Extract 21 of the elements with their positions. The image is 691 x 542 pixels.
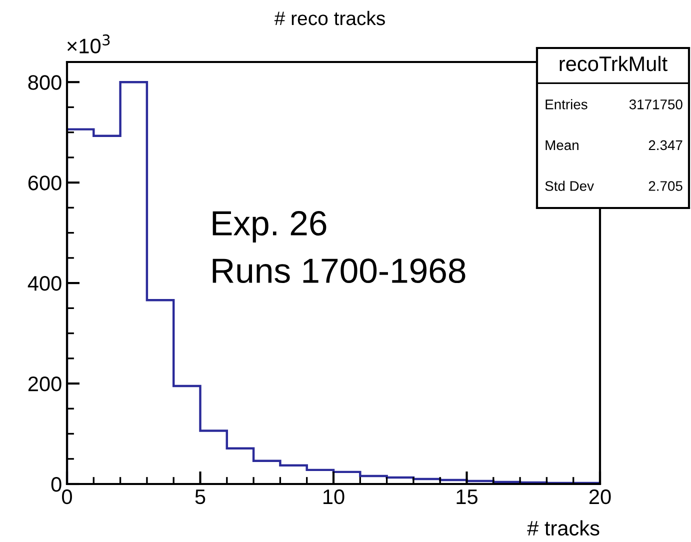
annotation: recoTrkMult — [560, 56, 668, 72]
x-tick-label: 15 — [456, 490, 478, 504]
x-tick-label: 20 — [589, 489, 611, 504]
y-tick-label: 800 — [28, 75, 62, 90]
y-tick-label: 400 — [28, 276, 62, 291]
x-tick-label: 0 — [62, 489, 72, 504]
y-tick-label: 200 — [28, 376, 62, 392]
x-tick-label: 5 — [195, 490, 206, 504]
annotation: Std Dev — [545, 180, 594, 191]
chart-title: # reco tracks — [274, 10, 385, 26]
text: 2.705 — [648, 181, 682, 191]
annotation: Mean — [546, 140, 578, 150]
x-axis-title: # tracks — [527, 520, 600, 536]
text: ×10$^{3}$ — [67, 34, 110, 54]
text: 2.347 — [648, 140, 682, 150]
y-tick-label: 600 — [28, 176, 62, 190]
annotation: Entries — [546, 99, 588, 110]
y-tick-label: 0 — [51, 477, 62, 492]
x-tick-label: 10 — [324, 489, 344, 504]
annotation: Exp. 26 Runs 1700-1968 — [212, 211, 466, 284]
text: 3171750 — [629, 99, 682, 110]
